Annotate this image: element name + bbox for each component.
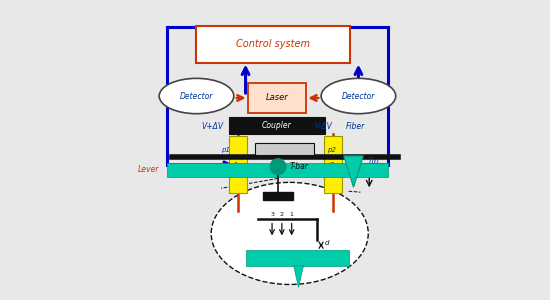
Text: p1: p1 (221, 147, 230, 153)
Text: Laser: Laser (266, 94, 288, 103)
Bar (324, 136, 342, 193)
FancyBboxPatch shape (248, 83, 306, 113)
Bar (263, 192, 293, 200)
Bar (255, 143, 314, 155)
Bar (167, 163, 388, 176)
Circle shape (270, 159, 286, 175)
Text: Force: Force (367, 169, 388, 178)
Text: Lever: Lever (138, 165, 159, 174)
Text: c1: c1 (231, 162, 239, 168)
Text: 2: 2 (280, 212, 284, 217)
Text: d: d (325, 240, 329, 246)
Bar (245, 250, 349, 266)
Text: c2: c2 (327, 162, 336, 168)
Text: 1: 1 (290, 212, 294, 217)
Polygon shape (344, 156, 364, 187)
FancyBboxPatch shape (195, 26, 350, 63)
Text: Control system: Control system (235, 40, 310, 50)
Text: Detector: Detector (180, 92, 213, 100)
Ellipse shape (159, 78, 234, 114)
Text: V-ΔV: V-ΔV (314, 122, 332, 131)
Text: 3: 3 (270, 212, 274, 217)
Text: Coupler: Coupler (262, 121, 292, 130)
Text: Detector: Detector (342, 92, 375, 100)
Text: V+ΔV: V+ΔV (201, 122, 223, 131)
Bar (229, 117, 325, 134)
Text: p2: p2 (327, 147, 336, 153)
Ellipse shape (211, 182, 368, 284)
Text: Fiber: Fiber (345, 122, 365, 131)
Text: Tip: Tip (367, 157, 379, 166)
Polygon shape (294, 266, 304, 287)
Ellipse shape (321, 78, 395, 114)
Bar (229, 136, 246, 193)
Text: T-bar: T-bar (290, 162, 309, 171)
